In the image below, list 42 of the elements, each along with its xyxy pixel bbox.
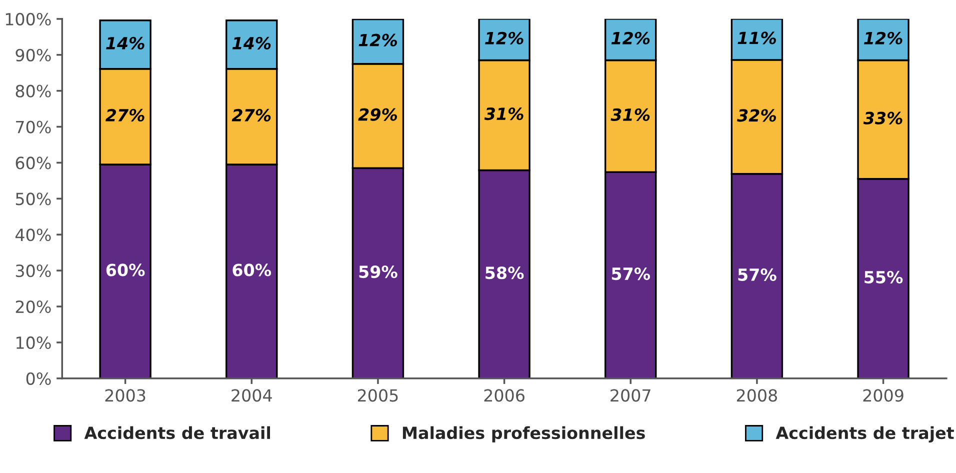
data-label: 12% — [485, 32, 524, 44]
data-label: 60% — [232, 264, 272, 276]
x-tick-label: 2008 — [736, 389, 778, 402]
x-tick-label: 2005 — [358, 389, 398, 402]
y-tick-label: 70% — [16, 120, 51, 134]
data-label: 31% — [610, 108, 650, 121]
data-label: 27% — [105, 108, 144, 122]
data-label: 27% — [232, 108, 271, 122]
y-tick-label: 100% — [6, 12, 51, 26]
y-tick-label: 60% — [16, 156, 51, 170]
legend-label: Accidents de travail — [84, 426, 270, 440]
data-label: 58% — [486, 266, 524, 280]
y-tick-label: 0% — [26, 372, 51, 385]
data-label: 14% — [106, 36, 144, 50]
data-label: 55% — [864, 270, 903, 284]
data-label: 12% — [864, 32, 902, 44]
data-label: 60% — [106, 264, 145, 276]
data-label: 14% — [232, 36, 271, 50]
x-tick-label: 2007 — [610, 389, 650, 402]
y-tick-label: 40% — [15, 228, 51, 242]
legend-label: Maladies professionnelles — [402, 426, 645, 442]
data-label: 11% — [738, 32, 776, 44]
x-tick-label: 2004 — [232, 389, 272, 402]
y-tick-label: 90% — [16, 48, 51, 62]
data-label: 29% — [358, 108, 397, 121]
data-label: 59% — [359, 265, 398, 278]
data-label: 31% — [484, 107, 524, 120]
y-tick-label: 50% — [16, 192, 51, 206]
data-label: 32% — [737, 109, 776, 122]
data-label: 12% — [611, 32, 650, 44]
data-label: 57% — [738, 268, 776, 281]
x-tick-label: 2003 — [105, 389, 146, 402]
y-tick-label: 20% — [16, 300, 51, 314]
y-tick-label: 10% — [16, 336, 51, 350]
legend-label: Accidents de trajet — [776, 426, 954, 443]
y-tick-label: 30% — [16, 264, 51, 278]
data-label: 12% — [358, 34, 397, 46]
data-label: 57% — [612, 267, 650, 280]
y-tick-label: 80% — [16, 84, 51, 98]
x-tick-label: 2009 — [863, 389, 904, 402]
x-tick-label: 2006 — [484, 389, 524, 402]
data-label: 33% — [863, 112, 902, 124]
